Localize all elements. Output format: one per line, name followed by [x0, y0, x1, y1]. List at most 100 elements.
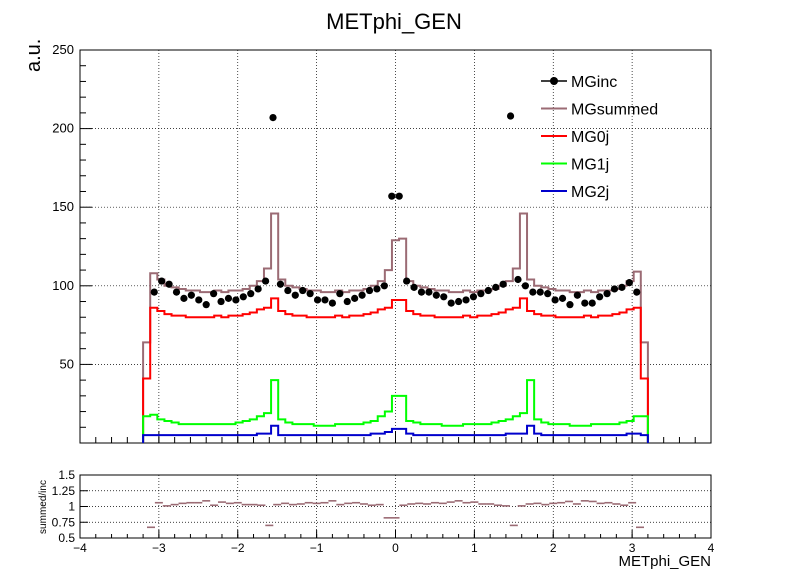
- series-line-mg0j: [142, 297, 649, 443]
- data-point-mginc: [224, 294, 233, 302]
- data-point-mginc: [388, 192, 396, 200]
- legend-item-mg0j: MG0j: [541, 129, 609, 146]
- data-point-mginc: [403, 277, 411, 285]
- data-point-mginc: [343, 297, 351, 306]
- data-point-mginc: [261, 277, 270, 285]
- data-point-mginc: [254, 285, 262, 293]
- x-tick-label: 3: [629, 541, 636, 555]
- data-point-mginc: [477, 290, 485, 298]
- data-point-mginc: [492, 283, 500, 291]
- data-point-mginc: [358, 291, 366, 299]
- legend: MGinc MGsummed MG0j MG1j MG2j: [541, 74, 658, 201]
- data-point-mginc: [417, 288, 426, 296]
- series-line-mgsummed: [142, 212, 649, 443]
- main-plot-panel: 50 100 150 200 250 a.u.: [23, 39, 712, 444]
- data-point-mginc: [299, 286, 307, 295]
- data-point-mginc: [558, 294, 567, 302]
- data-point-mginc: [447, 299, 455, 307]
- data-point-mginc: [529, 288, 537, 296]
- data-point-mginc: [380, 282, 388, 290]
- data-point-mginc: [633, 288, 641, 296]
- data-point-mginc: [603, 290, 611, 298]
- data-point-mginc: [581, 299, 589, 307]
- legend-item-mg2j: MG2j: [541, 184, 609, 201]
- data-point-mginc: [462, 296, 470, 304]
- data-point-mginc: [455, 297, 463, 306]
- data-point-mginc: [284, 286, 292, 295]
- ratio-points-group: [146, 500, 645, 529]
- data-point-mginc: [158, 277, 166, 285]
- main-y-tick-label: 250: [52, 42, 74, 57]
- data-point-mginc: [195, 296, 203, 304]
- x-tick-label: 2: [550, 541, 557, 555]
- data-point-mginc: [499, 280, 507, 288]
- legend-label-mg0j: MG0j: [571, 129, 609, 146]
- x-tick-label: 0: [392, 541, 399, 555]
- ratio-y-axis-label: summed/inc: [38, 480, 49, 534]
- data-point-mginc: [313, 296, 322, 304]
- data-point-mginc: [573, 291, 581, 299]
- data-point-mginc: [365, 286, 374, 295]
- main-y-tick-label: 100: [52, 278, 74, 293]
- ratio-y-tick-label: 0.5: [58, 531, 75, 545]
- data-point-mginc: [165, 280, 173, 288]
- y-axis-label: a.u.: [23, 39, 45, 72]
- data-point-mginc: [425, 288, 433, 296]
- legend-label-mg2j: MG2j: [571, 184, 609, 201]
- data-point-mginc: [373, 285, 381, 293]
- chart-title: METphi_GEN: [326, 9, 462, 34]
- data-point-mginc: [150, 288, 158, 296]
- legend-item-mg1j: MG1j: [541, 157, 609, 174]
- data-point-mginc: [351, 294, 359, 302]
- data-point-mginc: [432, 291, 440, 299]
- data-point-mginc: [484, 286, 492, 295]
- data-point-mginc: [521, 282, 530, 290]
- main-y-tick-label: 50: [60, 356, 74, 371]
- data-point-mginc: [469, 293, 478, 301]
- x-axis-label: METphi_GEN: [618, 553, 711, 570]
- data-point-mginc: [328, 299, 336, 307]
- data-point-mginc: [440, 293, 448, 301]
- main-series-group: [142, 112, 649, 443]
- ratio-y-tick-label: 1: [68, 500, 75, 514]
- data-point-mginc: [232, 296, 240, 304]
- data-point-mginc: [514, 275, 522, 284]
- data-point-mginc: [625, 279, 633, 287]
- legend-item-mgsummed: MGsummed: [541, 102, 658, 119]
- ratio-grid: [80, 475, 711, 538]
- data-point-mginc: [202, 301, 210, 309]
- data-point-mginc: [269, 114, 277, 122]
- data-point-mginc: [321, 296, 329, 304]
- data-point-mginc: [551, 296, 559, 304]
- data-point-mginc: [336, 290, 344, 298]
- x-tick-label: −3: [152, 541, 166, 555]
- legend-marker-mginc: [550, 77, 558, 85]
- x-tick-label: 4: [708, 541, 715, 555]
- data-point-mginc: [239, 293, 247, 301]
- ratio-y-tick-label: 1.25: [52, 484, 76, 498]
- data-point-mginc: [291, 291, 299, 299]
- x-tick-label: 1: [471, 541, 478, 555]
- main-y-tick-label: 150: [52, 199, 74, 214]
- x-tick-label: −2: [231, 541, 245, 555]
- data-point-mginc: [618, 283, 626, 291]
- legend-item-mginc: MGinc: [541, 74, 617, 91]
- legend-label-mginc: MGinc: [571, 74, 617, 91]
- main-y-tick-label: 200: [52, 121, 74, 136]
- x-tick-label: −4: [73, 541, 87, 555]
- legend-label-mgsummed: MGsummed: [571, 102, 658, 119]
- series-line-mg2j: [142, 424, 649, 443]
- data-point-mginc: [187, 291, 195, 299]
- data-point-mginc: [410, 283, 418, 291]
- data-point-mginc: [596, 293, 604, 301]
- main-grid: [80, 50, 711, 443]
- data-point-mginc: [247, 290, 255, 298]
- data-point-mginc: [172, 288, 181, 296]
- ratio-y-tick-label: 0.75: [52, 515, 76, 529]
- ratio-y-tick-label: 1.5: [58, 468, 75, 482]
- main-axis-ticks: 50 100 150 200 250: [52, 42, 712, 443]
- data-point-mginc: [180, 294, 188, 302]
